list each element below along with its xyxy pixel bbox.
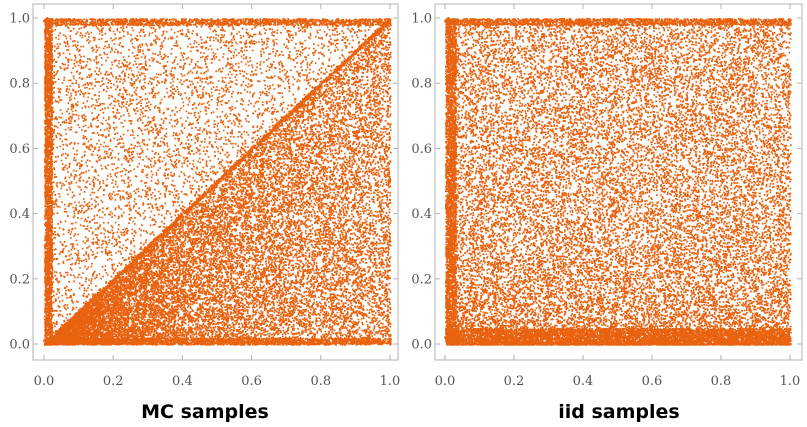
y-tick-label: 0.0 [9,338,30,353]
scatter-point [720,336,722,339]
y-tick-label: 0.2 [411,272,432,287]
y-tick-label: 0.4 [9,207,30,222]
x-tick-label: 0.8 [711,374,732,389]
panel-title: iid samples [558,401,679,423]
scatter-point [43,339,45,342]
scatter-point [582,20,584,23]
x-tick-label: 0.8 [310,374,331,389]
x-tick-label: 0.6 [642,374,663,389]
scatter-point [447,343,450,345]
scatter-point [444,336,446,339]
x-tick-label: 0.0 [435,374,456,389]
scatter-point [46,277,49,280]
plot-frame [434,3,803,361]
scatter-point [46,212,49,215]
y-tick-label: 0.6 [9,142,30,157]
x-tick-label: 0.4 [172,374,193,389]
scatter-point [112,20,115,23]
scatter-point [582,336,584,339]
x-tick-label: 0.4 [573,374,594,389]
y-tick-label: 1.0 [9,12,30,27]
scatter-point [444,20,446,23]
scatter-point [46,82,49,85]
scatter-point [447,277,450,280]
scatter-point [146,245,149,248]
x-tick-label: 0.2 [504,374,525,389]
scatter-point [513,20,515,23]
scatter-point [112,339,115,342]
x-tick-label: 1.0 [380,374,401,389]
scatter-point [447,212,450,215]
scatter-point [250,20,253,23]
y-tick-label: 0.2 [9,272,30,287]
y-tick-label: 1.0 [411,12,432,27]
scatter-point [789,336,791,339]
scatter-point [46,147,49,150]
scatter-point [46,343,49,345]
panel-title: MC samples [141,401,269,423]
scatter-point [319,20,322,23]
scatter-point [789,20,791,23]
y-tick-label: 0.0 [411,338,432,353]
scatter-point [285,114,288,117]
panel-iid-samples: 0.0 0.2 0.4 0.6 0.8 1.0 0.0 0.2 0.4 0.6 0.8 1.0 iid … [411,3,803,423]
plot-frame [32,3,399,361]
y-tick-label: 0.6 [411,142,432,157]
scatter-point [447,82,450,85]
x-tick-label: 0.6 [241,374,262,389]
scatter-point [513,336,515,339]
scatter-point [651,20,653,23]
scatter-point [354,49,357,52]
x-tick-label: 0.0 [34,374,55,389]
scatter-point [651,336,653,339]
scatter-point [181,20,184,23]
scatter-point [46,17,49,19]
panel-mc-samples: 0.0 0.2 0.4 0.6 0.8 1.0 0.0 0.2 0.4 0.6 0.8 1.0 MC s… [9,3,401,423]
x-tick-label: 1.0 [780,374,801,389]
x-tick-label: 0.2 [103,374,124,389]
scatter-point [181,339,184,342]
scatter-point [43,20,45,23]
scatter-point [250,339,253,342]
scatter-point [389,20,391,23]
scatter-point [447,17,450,19]
scatter-point [319,339,322,342]
scatter-point [77,310,80,313]
scatter-point [389,339,391,342]
scatter-point [720,20,722,23]
scatter-point [447,147,450,150]
y-tick-label: 0.4 [411,207,432,222]
scatter-point [216,180,218,182]
y-tick-label: 0.8 [9,77,30,92]
y-tick-label: 0.8 [411,77,432,92]
scatter-point-cloud [445,18,792,346]
